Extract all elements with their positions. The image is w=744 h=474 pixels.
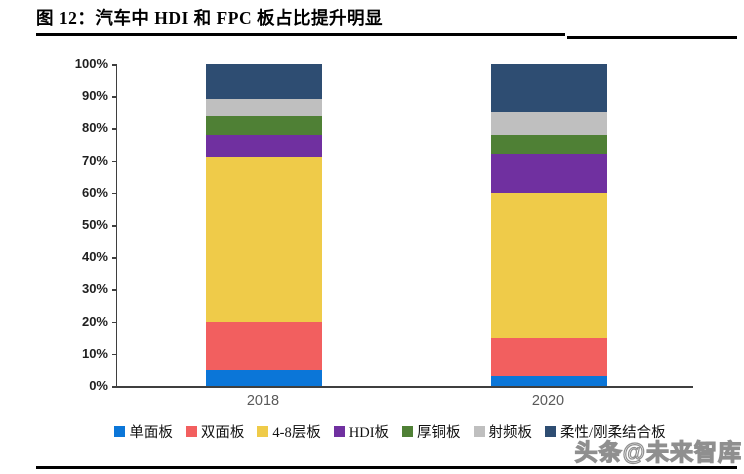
bar-segment-单面板 (491, 376, 607, 386)
title-underline-left (36, 33, 565, 36)
bar-segment-4-8层板 (206, 157, 322, 322)
figure-title: 图 12：汽车中 HDI 和 FPC 板占比提升明显 (36, 8, 383, 28)
watermark: 头条@未来智库 (574, 438, 742, 465)
legend-item: 双面板 (185, 421, 245, 442)
x-category-label: 2018 (246, 393, 280, 409)
legend-label: 单面板 (129, 425, 173, 441)
y-tick-label: 90% (81, 88, 108, 104)
y-tick-mark (111, 192, 116, 195)
bar-segment-厚铜板 (491, 134, 607, 155)
y-tick-mark (111, 64, 116, 66)
legend-swatch-icon (402, 426, 414, 437)
y-tick-mark (111, 289, 116, 291)
y-tick-label: 30% (81, 281, 108, 297)
bar-segment-单面板 (206, 369, 322, 386)
legend-label: 4-8层板 (272, 425, 321, 441)
legend-label: 射频板 (488, 425, 533, 441)
legend-swatch-icon (257, 426, 269, 437)
legend-swatch-icon (473, 426, 485, 437)
bar-segment-射频板 (491, 112, 607, 135)
x-axis-labels: 2018 2020 (116, 393, 692, 413)
legend-swatch-icon (114, 426, 126, 437)
legend-item: 4-8层板 (257, 421, 321, 442)
bar-segment-厚铜板 (206, 115, 322, 135)
y-tick-mark (111, 160, 116, 163)
y-tick-label: 0% (89, 378, 108, 393)
y-tick-mark (111, 321, 116, 324)
bar-segment-HDI板 (491, 154, 607, 193)
chart-legend: 单面板 双面板 4-8层板 HDI板 厚铜板 射频板 柔性/刚柔结合板 (40, 421, 740, 442)
bar-segment-射频板 (206, 99, 322, 116)
plot-area (111, 64, 693, 388)
legend-label: 柔性/刚柔结合板 (560, 425, 666, 441)
y-tick-mark (111, 96, 116, 98)
y-tick-label: 50% (81, 217, 108, 232)
legend-item: 单面板 (114, 421, 173, 442)
x-category-label: 2020 (531, 393, 565, 409)
bar-segment-柔性/刚柔结合板 (206, 64, 322, 100)
stacked-bar-2018 (206, 64, 322, 386)
stacked-bar-2020 (491, 64, 607, 386)
bar-segment-HDI板 (206, 134, 322, 158)
bottom-rule (36, 466, 737, 469)
y-tick-mark (111, 225, 116, 227)
legend-swatch-icon (185, 426, 197, 437)
legend-item: 射频板 (473, 421, 533, 442)
y-tick-label: 100% (74, 56, 108, 71)
y-tick-label: 80% (81, 120, 108, 136)
bar-segment-双面板 (491, 337, 607, 377)
y-tick-label: 70% (81, 152, 108, 168)
title-underline-right (567, 36, 737, 39)
legend-label: 双面板 (200, 425, 245, 441)
y-tick-label: 60% (81, 184, 108, 200)
legend-swatch-icon (545, 426, 557, 437)
bar-segment-柔性/刚柔结合板 (491, 64, 607, 113)
legend-swatch-icon (333, 426, 345, 437)
legend-label: HDI板 (348, 425, 390, 441)
y-tick-mark (111, 257, 116, 259)
legend-item: HDI板 (333, 421, 390, 442)
y-axis: 0% 10% 20% 30% 40% 50% 60% 70% 80% 90% 100% (0, 56, 108, 393)
bar-segment-4-8层板 (491, 192, 607, 338)
y-tick-label: 20% (81, 313, 108, 329)
y-tick-mark (111, 353, 116, 356)
legend-label: 厚铜板 (417, 425, 461, 441)
legend-item: 厚铜板 (402, 421, 461, 442)
y-tick-mark (111, 386, 116, 388)
y-tick-label: 40% (81, 249, 108, 265)
y-tick-mark (111, 128, 116, 130)
bar-segment-双面板 (206, 321, 322, 370)
y-tick-label: 10% (81, 345, 108, 361)
legend-item: 柔性/刚柔结合板 (545, 421, 666, 442)
